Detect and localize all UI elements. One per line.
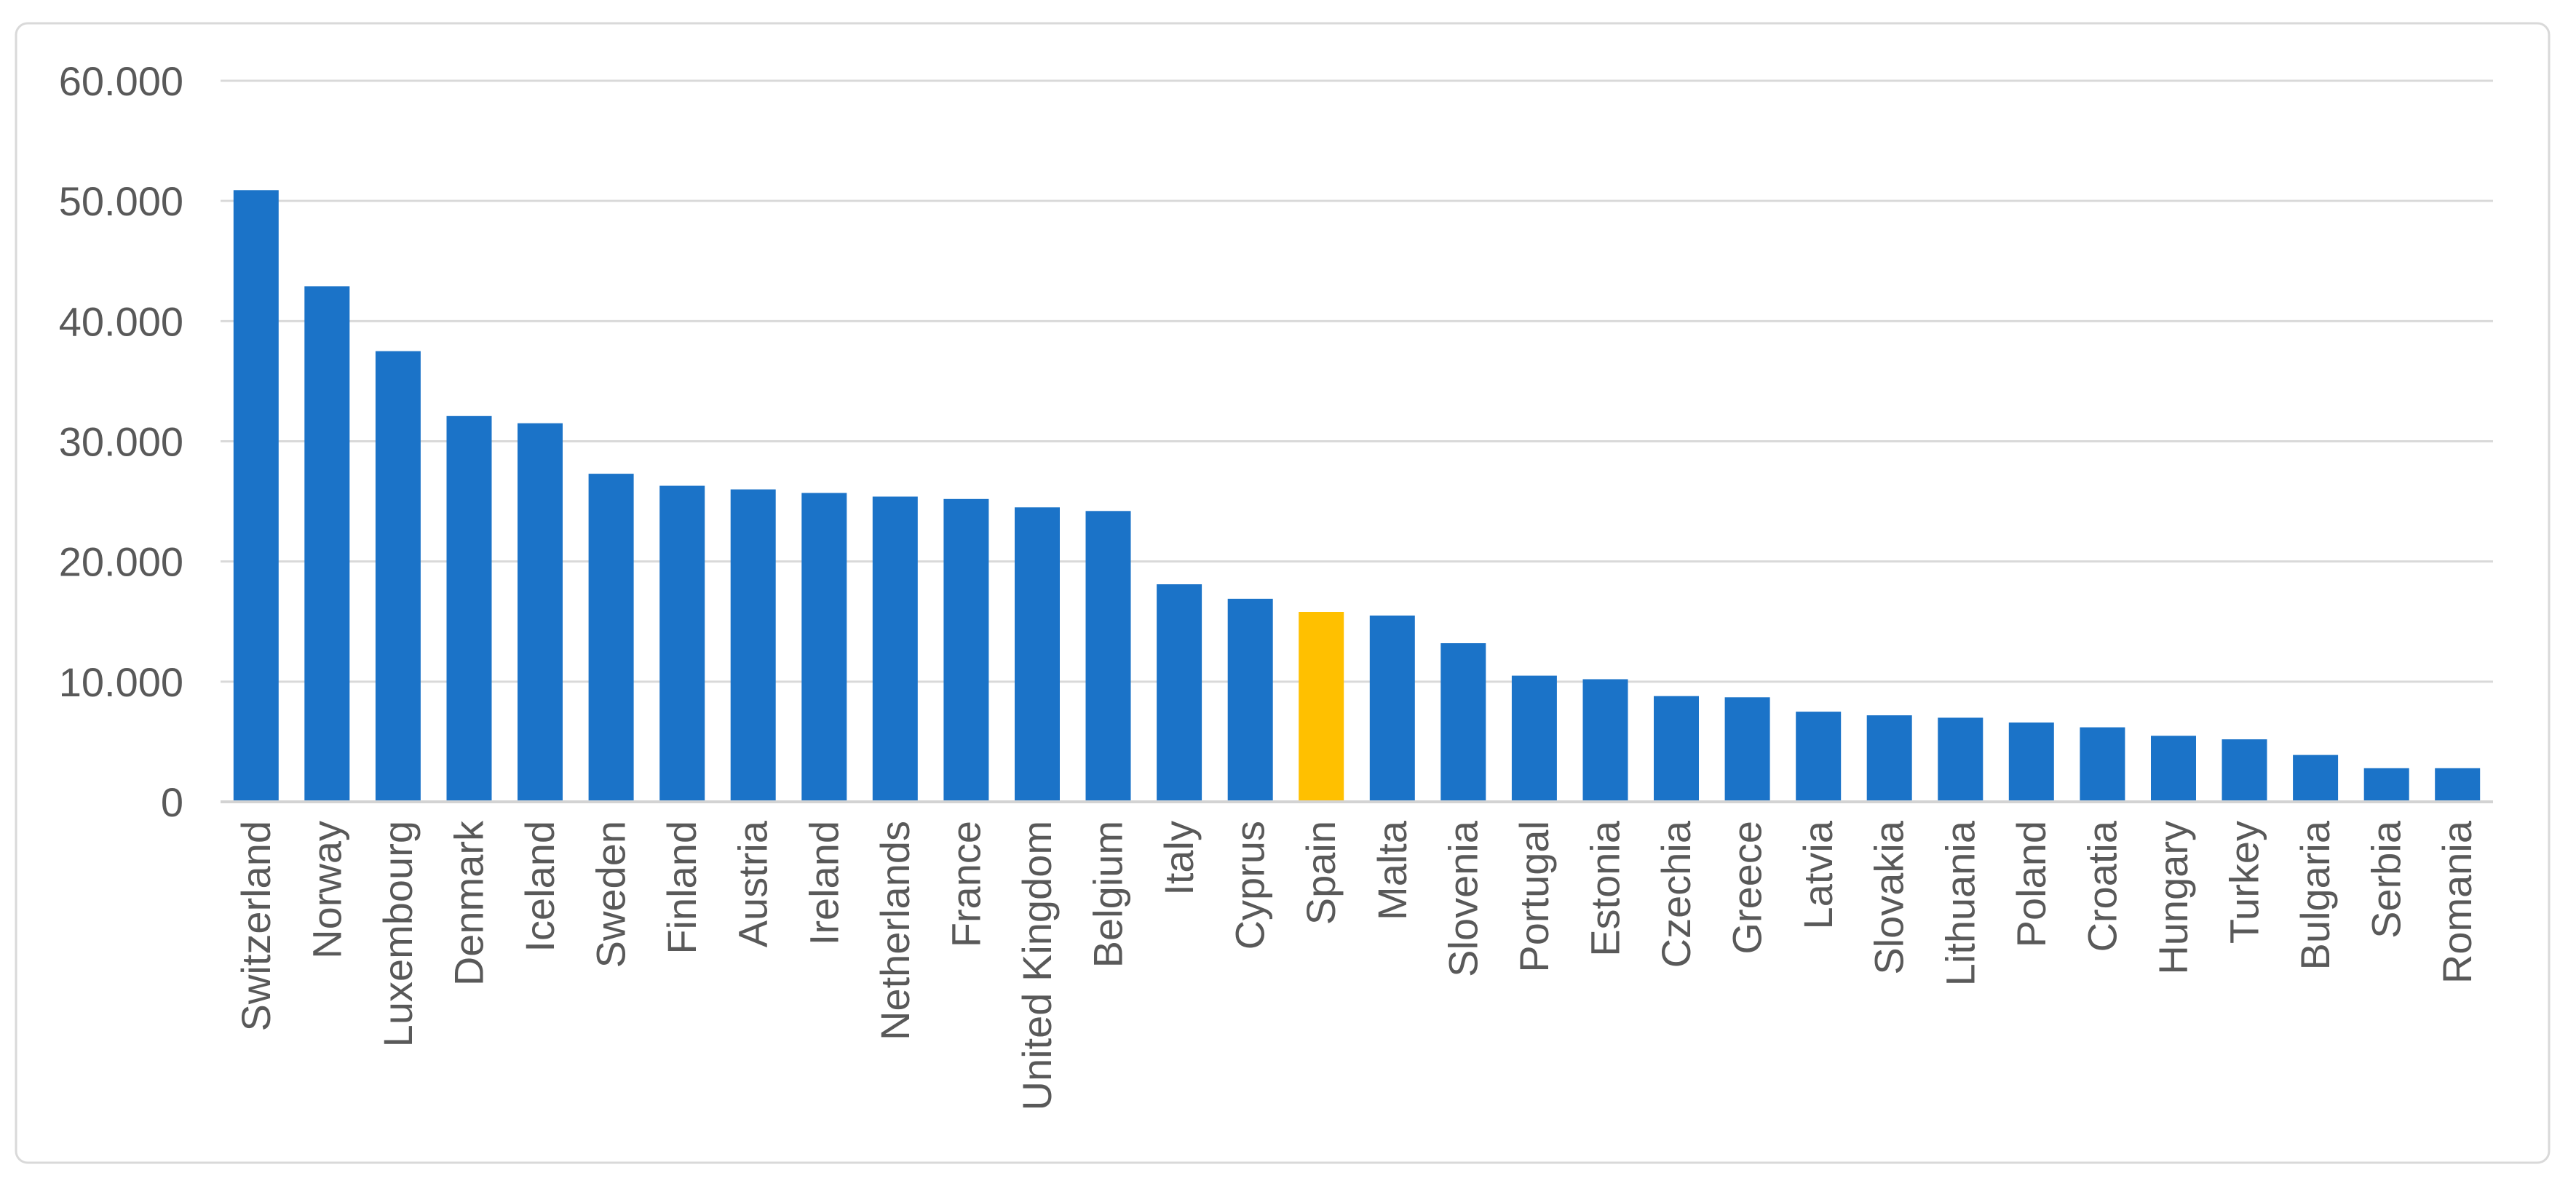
bar-sweden xyxy=(588,474,634,802)
bar-romania xyxy=(2435,768,2481,802)
x-axis-label-slovakia: Slovakia xyxy=(1866,820,1912,975)
bar-luxembourg xyxy=(375,351,421,803)
bar-spain xyxy=(1299,612,1344,802)
bar-estonia xyxy=(1582,679,1628,802)
bar-czechia xyxy=(1654,696,1699,802)
y-axis-label: 60.000 xyxy=(59,58,183,104)
y-axis-label: 0 xyxy=(161,779,183,825)
bar-belgium xyxy=(1085,511,1131,802)
x-axis-label-switzerland: Switzerland xyxy=(233,821,279,1031)
bar-turkey xyxy=(2222,739,2267,802)
y-axis-label: 30.000 xyxy=(59,419,183,465)
chart-frame-border xyxy=(15,22,2551,1164)
x-axis-label-belgium: Belgium xyxy=(1085,821,1131,968)
bar-serbia xyxy=(2363,768,2409,802)
bar-cyprus xyxy=(1227,598,1273,802)
x-axis-label-norway: Norway xyxy=(304,821,349,959)
y-axis-label: 20.000 xyxy=(59,539,183,585)
x-axis-label-italy: Italy xyxy=(1156,821,1202,896)
bar-finland xyxy=(659,485,705,802)
x-axis-label-portugal: Portugal xyxy=(1511,821,1557,973)
x-axis-label-latvia: Latvia xyxy=(1795,820,1841,929)
x-axis-label-serbia: Serbia xyxy=(2363,820,2409,939)
x-axis-label-austria: Austria xyxy=(730,820,776,947)
x-axis-label-poland: Poland xyxy=(2008,821,2054,947)
y-axis-label: 10.000 xyxy=(59,659,183,705)
bar-portugal xyxy=(1511,675,1557,802)
bar-netherlands xyxy=(872,496,918,802)
bar-ireland xyxy=(801,493,847,802)
bar-bulgaria xyxy=(2293,755,2339,802)
x-axis-label-estonia: Estonia xyxy=(1582,820,1628,957)
x-axis-label-united-kingdom: United Kingdom xyxy=(1014,821,1060,1110)
x-axis-label-romania: Romania xyxy=(2434,820,2480,984)
y-axis-label: 40.000 xyxy=(59,298,183,344)
bar-croatia xyxy=(2080,727,2125,802)
x-axis-label-denmark: Denmark xyxy=(446,820,492,986)
bar-switzerland xyxy=(233,190,279,802)
y-axis-label: 50.000 xyxy=(59,178,183,224)
bar-france xyxy=(943,498,989,802)
bar-slovenia xyxy=(1440,643,1486,802)
bar-greece xyxy=(1724,697,1770,802)
x-axis-label-ireland: Ireland xyxy=(801,821,847,945)
x-axis-label-spain: Spain xyxy=(1298,821,1344,925)
bar-hungary xyxy=(2151,736,2196,802)
x-axis-label-turkey: Turkey xyxy=(2222,821,2267,944)
bar-united-kingdom xyxy=(1015,507,1060,802)
x-axis-label-cyprus: Cyprus xyxy=(1227,821,1273,950)
bar-slovakia xyxy=(1866,715,1912,802)
bar-malta xyxy=(1369,616,1415,802)
bar-austria xyxy=(730,489,776,802)
x-axis-label-sweden: Sweden xyxy=(588,821,634,968)
x-axis-label-slovenia: Slovenia xyxy=(1440,820,1486,977)
bar-iceland xyxy=(518,423,563,802)
bar-norway xyxy=(304,286,350,802)
bar-italy xyxy=(1157,584,1202,802)
bar-poland xyxy=(2008,723,2054,802)
x-axis-label-bulgaria: Bulgaria xyxy=(2292,820,2338,970)
bar-latvia xyxy=(1796,712,1842,802)
x-axis-label-lithuania: Lithuania xyxy=(1937,820,1983,986)
x-axis-label-luxembourg: Luxembourg xyxy=(375,821,421,1047)
x-axis-label-iceland: Iceland xyxy=(517,821,563,952)
x-axis-label-finland: Finland xyxy=(659,821,705,955)
x-axis-label-croatia: Croatia xyxy=(2079,820,2125,952)
x-axis-label-netherlands: Netherlands xyxy=(872,821,918,1040)
bar-denmark xyxy=(446,415,492,802)
x-axis-label-greece: Greece xyxy=(1724,821,1770,955)
x-axis-label-hungary: Hungary xyxy=(2150,821,2196,975)
x-axis-label-czechia: Czechia xyxy=(1653,820,1699,968)
x-axis-label-france: France xyxy=(943,821,988,947)
x-axis-label-malta: Malta xyxy=(1369,820,1415,920)
bar-lithuania xyxy=(1938,717,1983,802)
